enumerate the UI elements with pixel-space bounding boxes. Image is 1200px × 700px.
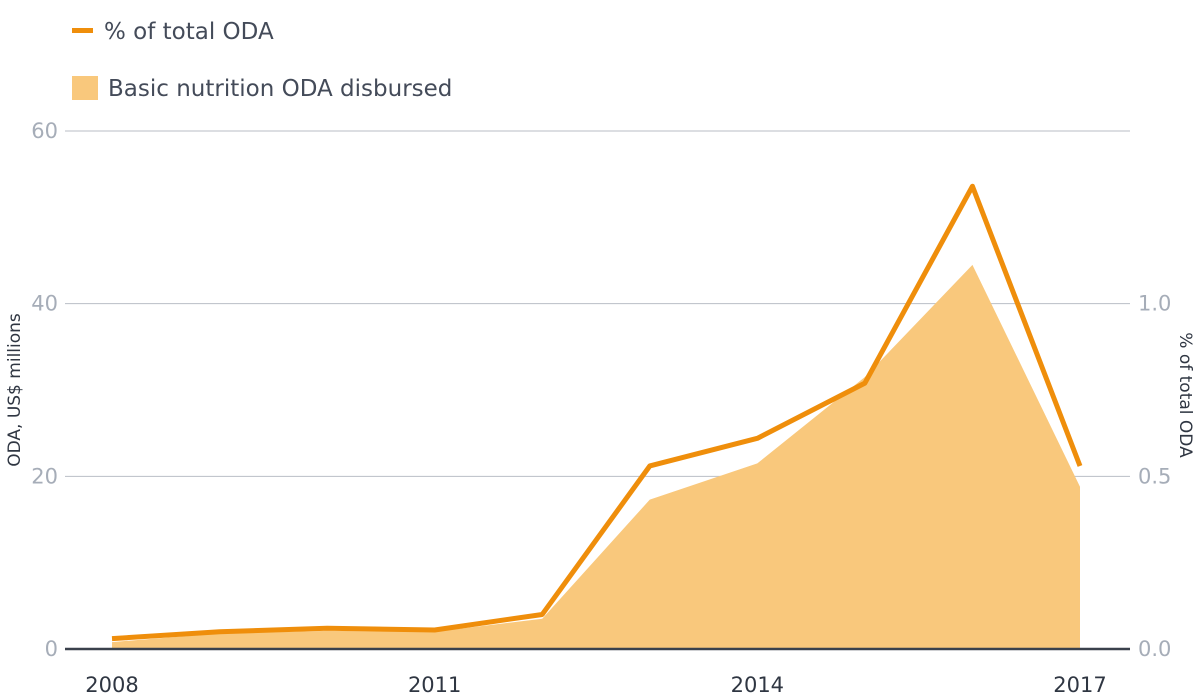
y-right-tick-labels: 0.0 0.5 1.0 [1138, 292, 1171, 661]
y-left-tick-label: 20 [31, 464, 58, 488]
y-right-axis-title: % of total ODA [1175, 332, 1195, 458]
legend-area-swatch [72, 76, 98, 100]
x-tick-label: 2017 [1053, 673, 1106, 697]
legend-line-label: % of total ODA [104, 19, 274, 45]
y-left-tick-label: 60 [31, 119, 58, 143]
y-left-axis-title: ODA, US$ millions [5, 313, 25, 467]
legend: % of total ODA Basic nutrition ODA disbu… [72, 19, 452, 102]
x-tick-label: 2008 [85, 673, 138, 697]
line-pct-total-oda [111, 183, 1083, 642]
y-right-tick-label: 0.0 [1138, 637, 1171, 661]
y-left-tick-label: 0 [45, 637, 58, 661]
legend-area-label: Basic nutrition ODA disbursed [108, 76, 452, 102]
x-tick-label: 2011 [408, 673, 461, 697]
y-right-tick-label: 0.5 [1138, 464, 1171, 488]
x-tick-labels: 2008 2011 2014 2017 [85, 673, 1106, 697]
x-tick-label: 2014 [731, 673, 784, 697]
y-left-tick-labels: 0 20 40 60 [31, 119, 58, 661]
y-left-tick-label: 40 [31, 292, 58, 316]
legend-line-swatch [72, 28, 93, 33]
y-right-tick-label: 1.0 [1138, 292, 1171, 316]
area-nutrition-oda [112, 264, 1080, 649]
